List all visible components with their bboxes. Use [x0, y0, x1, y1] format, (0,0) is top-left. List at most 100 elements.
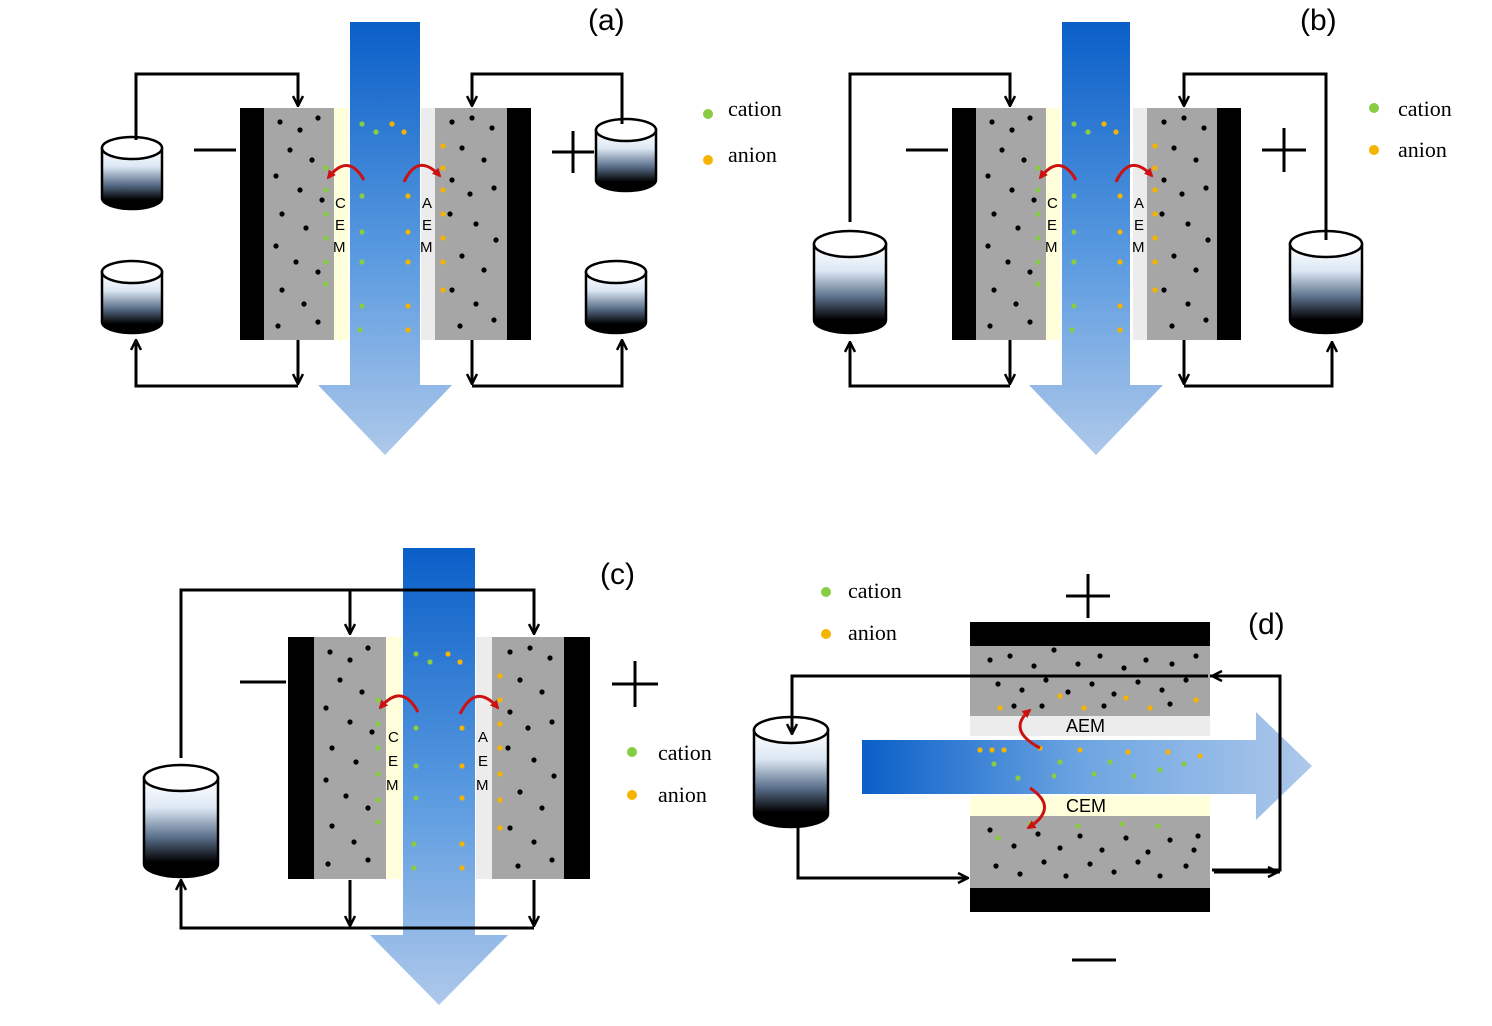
panel-c: (c): [142, 548, 712, 1005]
legend-anion-d: anion: [848, 620, 897, 645]
electrode-left-c: [314, 637, 386, 879]
panel-d: (d): [752, 574, 1312, 962]
aem-letter: E: [422, 217, 432, 234]
pipes-a: [136, 72, 622, 388]
tank-top-left-a: [100, 135, 164, 211]
panel-label-a: (a): [588, 4, 625, 37]
cem-label-d: CEM: [1066, 796, 1106, 816]
cem-label-a: C E M: [333, 195, 346, 256]
cem-letter: C: [388, 729, 399, 746]
aem-letter: A: [478, 729, 488, 746]
tank-bottom-left-a: [100, 259, 164, 335]
collector-bottom-d: [970, 888, 1210, 912]
ion-arrow-cation-a: [326, 164, 366, 181]
panel-label-d: (d): [1248, 608, 1285, 641]
ion-arrow-anion-a: [402, 164, 442, 183]
tank-left-b: [812, 229, 888, 335]
legend-anion-a: anion: [728, 142, 777, 167]
legend-cation-c: cation: [658, 740, 712, 765]
cem-letter: M: [386, 777, 399, 794]
electrode-right-c: [492, 637, 564, 879]
panel-b: (b): [812, 4, 1452, 455]
tank-bottom-right-a: [584, 259, 648, 335]
legend-anion-dot-a: [703, 155, 713, 165]
aem-letter: M: [420, 239, 433, 256]
electrode-particles-a: [273, 115, 499, 329]
legend-cation-dot-d: [821, 587, 831, 597]
cem-letter: C: [335, 195, 346, 212]
electrode-right-a: [435, 108, 507, 340]
plus-sign-b: [1262, 128, 1306, 172]
flow-arrow-a: [318, 22, 452, 455]
tank-right-b: [1288, 229, 1364, 335]
legend-cation-d: cation: [848, 578, 902, 603]
legend-anion-c: anion: [658, 782, 707, 807]
anions-a: [389, 121, 446, 333]
electrode-particles-c: [323, 645, 557, 869]
ion-arrow-cation-b: [1038, 164, 1078, 181]
electrode-particles-b: [985, 115, 1211, 329]
pipes-b: [850, 72, 1332, 388]
cations-a: [323, 121, 379, 333]
panel-label-b: (b): [1300, 4, 1337, 37]
aem-label-d: AEM: [1066, 716, 1105, 736]
aem-label-c: A E M: [476, 729, 489, 794]
cem-letter: E: [388, 753, 398, 770]
panel-a: (a): [100, 4, 782, 455]
legend-cation-dot-c: [627, 747, 637, 757]
anions-c: [445, 651, 503, 871]
cem-letter: C: [1047, 195, 1058, 212]
cem-letter: M: [333, 239, 346, 256]
flow-arrow-c: [370, 548, 508, 1005]
plus-sign-c: [612, 661, 658, 707]
aem-letter: E: [1134, 217, 1144, 234]
legend-cation-dot-b: [1369, 103, 1379, 113]
legend-cation-a: cation: [728, 96, 782, 121]
cations-c: [375, 651, 433, 871]
aem-letter: A: [1134, 195, 1144, 212]
cem-label-b: C E M: [1045, 195, 1058, 256]
anions-d: [977, 693, 1203, 759]
legend-anion-b: anion: [1398, 137, 1447, 162]
panel-label-c: (c): [600, 558, 635, 591]
ion-arrow-cation-d: [1026, 786, 1046, 830]
cem-label-c: C E M: [386, 729, 399, 794]
aem-d: [970, 716, 1210, 736]
aem-label-a: A E M: [420, 195, 433, 256]
flow-arrow-b: [1029, 22, 1163, 455]
plus-sign-d: [1066, 574, 1110, 618]
ion-arrow-anion-c: [458, 695, 500, 715]
ion-arrow-anion-d: [1018, 708, 1041, 750]
collector-right-a: [507, 108, 531, 340]
collector-right-c: [564, 637, 590, 879]
plus-sign-a: [552, 131, 594, 173]
electrode-left-a: [264, 108, 334, 340]
aem-letter: M: [1132, 239, 1145, 256]
flow-arrow-d: [862, 712, 1312, 820]
pipes-d: [792, 676, 1282, 878]
tank-c: [142, 763, 220, 879]
pipes-c: [181, 588, 534, 930]
tank-top-right-a: [594, 117, 658, 193]
cem-letter: M: [1045, 239, 1058, 256]
electrode-right-b: [1147, 108, 1217, 340]
collector-left-c: [288, 637, 314, 879]
legend-cation-dot-a: [703, 109, 713, 119]
ion-arrow-anion-b: [1114, 164, 1154, 183]
legend-anion-dot-d: [821, 629, 831, 639]
electrode-top-d: [970, 646, 1210, 716]
cem-letter: E: [1047, 217, 1057, 234]
collector-right-b: [1217, 108, 1241, 340]
aem-label-b: A E M: [1132, 195, 1145, 256]
legend-anion-dot-c: [627, 790, 637, 800]
collector-left-a: [240, 108, 264, 340]
electrode-left-b: [976, 108, 1046, 340]
cations-b: [1035, 121, 1091, 333]
electrode-bottom-d: [970, 816, 1210, 888]
collector-top-d: [970, 622, 1210, 646]
cem-d: [970, 796, 1210, 816]
aem-letter: E: [478, 753, 488, 770]
anions-b: [1101, 121, 1158, 333]
legend-anion-dot-b: [1369, 145, 1379, 155]
